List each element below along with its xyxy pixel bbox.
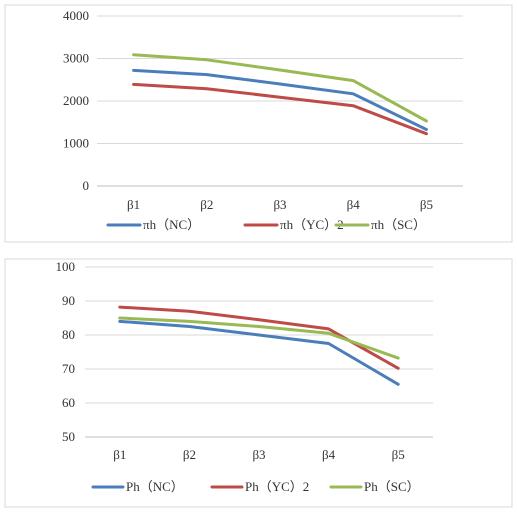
x-tick-label: β3 [273, 197, 286, 212]
chart-top: 0 1000 2000 3000 4000 β1 β2 β3 β4 β5 πh（NC） πh（YC）2… [4, 4, 513, 243]
y-tick-label: 80 [62, 327, 75, 342]
series-line-1 [132, 82, 428, 136]
y-tick-label: 1000 [63, 136, 89, 151]
x-tick-label: β2 [200, 197, 213, 212]
series-line-0 [132, 68, 428, 131]
x-tick-label: β5 [392, 447, 405, 462]
series-line-2 [118, 316, 400, 360]
legend-label: πh（NC） [143, 217, 200, 232]
legend-label: Ph（SC） [364, 479, 420, 494]
x-tick-label: β4 [322, 447, 336, 462]
chart-frame [4, 258, 513, 508]
y-tick-label: 90 [62, 293, 75, 308]
y-tick-label: 50 [62, 429, 75, 444]
chart-bottom: 50 60 70 80 90 100 β1 β2 β3 β4 β5 Ph（NC） Ph（YC）2 Ph（S… [4, 258, 513, 508]
y-tick-label: 4000 [63, 8, 89, 23]
x-tick-label: β5 [420, 197, 433, 212]
y-tick-label: 0 [83, 178, 90, 193]
legend-label: Ph（NC） [126, 479, 184, 494]
y-tick-label: 60 [62, 395, 75, 410]
x-tick-label: β3 [252, 447, 265, 462]
chart-frame [4, 4, 513, 243]
legend-label: Ph（YC）2 [245, 479, 309, 494]
y-tick-label: 3000 [63, 51, 89, 66]
x-tick-label: β1 [127, 197, 140, 212]
series-line-0 [118, 319, 400, 386]
legend-label: πh（SC） [371, 217, 426, 232]
series-line-2 [132, 53, 428, 123]
x-tick-label: β4 [347, 197, 361, 212]
y-tick-label: 70 [62, 361, 75, 376]
y-tick-label: 100 [56, 259, 76, 274]
x-tick-label: β1 [113, 447, 126, 462]
y-tick-label: 2000 [63, 93, 89, 108]
x-tick-label: β2 [183, 447, 196, 462]
legend-label: πh（YC）2 [280, 217, 344, 232]
